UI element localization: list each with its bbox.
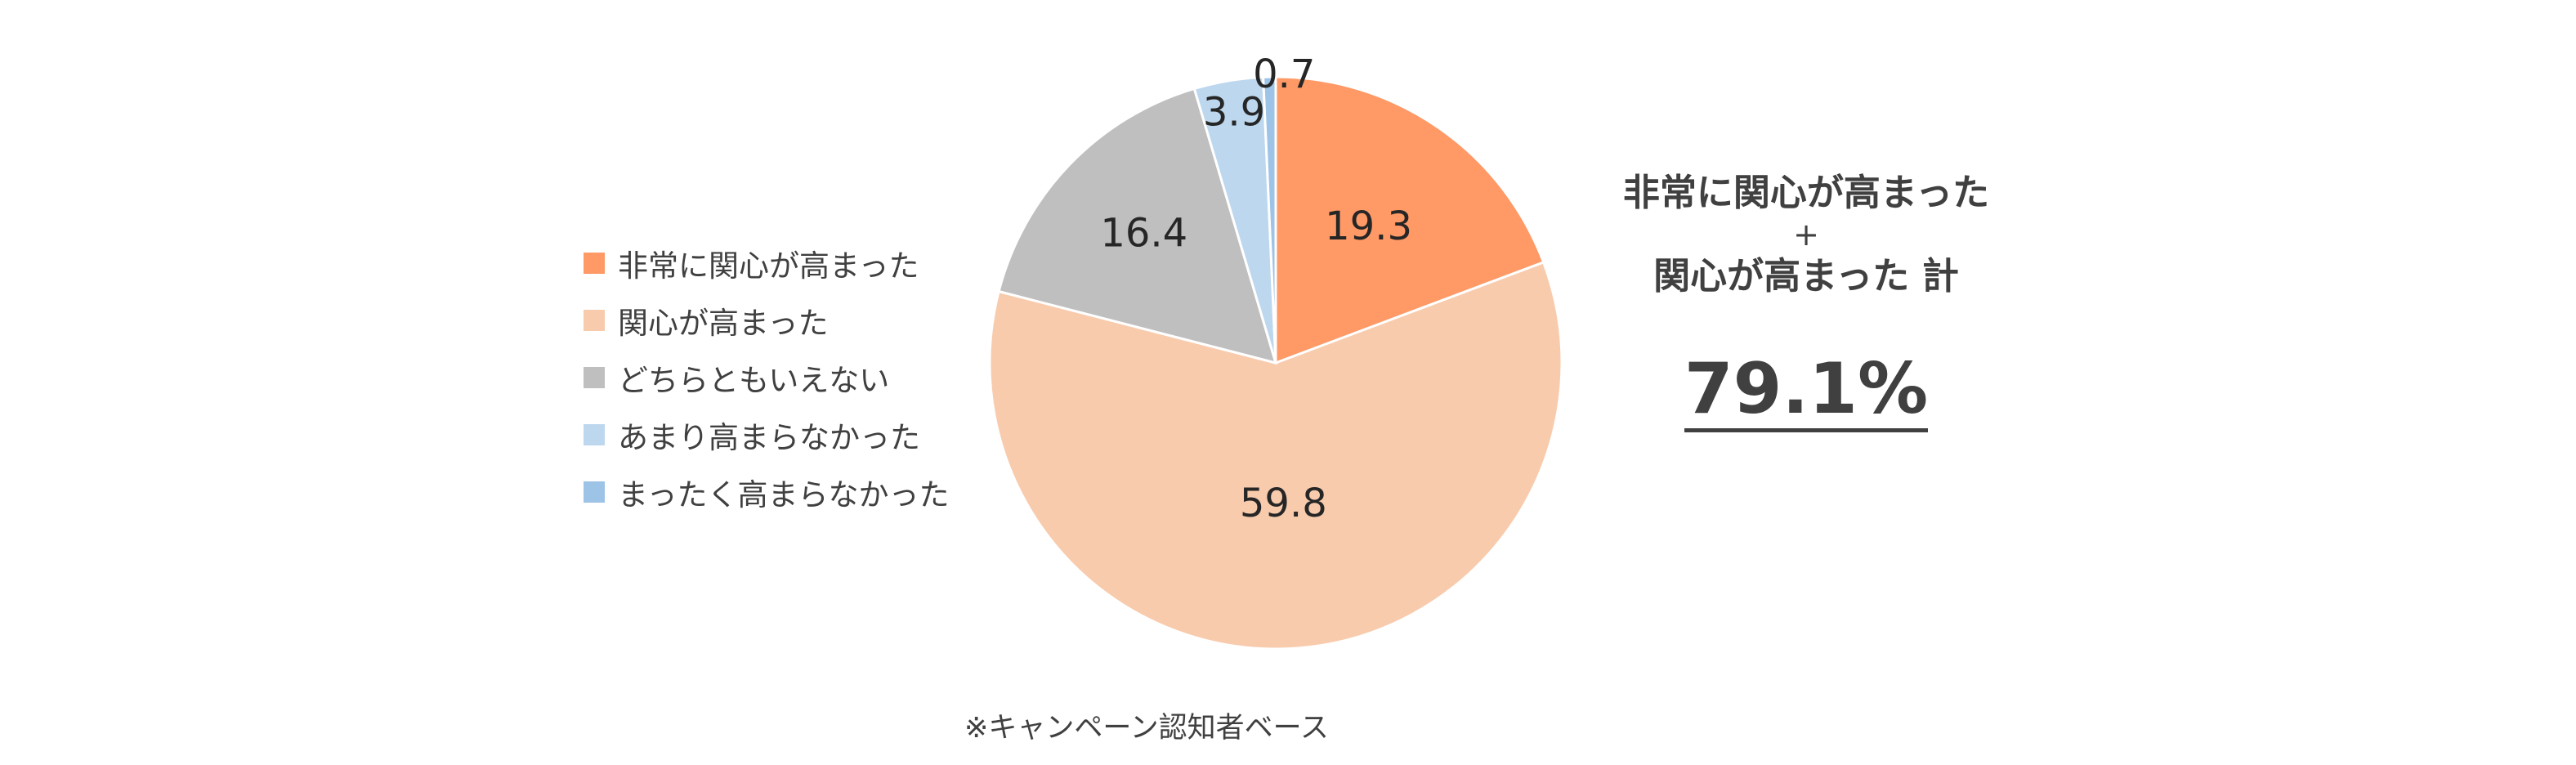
slice-interested bbox=[988, 260, 1563, 651]
legend-label: 関心が高まった bbox=[618, 306, 829, 341]
legend-label: どちらともいえない bbox=[618, 363, 890, 398]
slice-value-label: 16.4 bbox=[1100, 210, 1187, 256]
slice-neutral bbox=[997, 87, 1278, 365]
legend-item-very-interested: 非常に関心が高まった bbox=[584, 235, 1025, 292]
footnote: ※キャンペーン認知者ベース bbox=[964, 712, 1329, 745]
legend-swatch bbox=[584, 367, 605, 388]
summary-box: 非常に関心が高まった + 関心が高まった 計 79.1% bbox=[1577, 170, 2035, 432]
legend-swatch bbox=[584, 481, 605, 503]
pie-slices bbox=[988, 75, 1563, 651]
slice-very-interested bbox=[1274, 75, 1545, 365]
slice-not-at-all bbox=[1262, 75, 1277, 364]
slice-value-label: 59.8 bbox=[1240, 481, 1327, 526]
legend-item-not-much: あまり高まらなかった bbox=[584, 406, 1025, 463]
legend: 非常に関心が高まった 関心が高まった どちらともいえない あまり高まらなかった … bbox=[584, 235, 1025, 521]
legend-label: まったく高まらなかった bbox=[618, 477, 950, 512]
legend-swatch bbox=[584, 253, 605, 274]
legend-label: あまり高まらなかった bbox=[618, 420, 920, 455]
summary-line-2: 関心が高まった 計 bbox=[1653, 254, 1959, 298]
legend-label: 非常に関心が高まった bbox=[618, 248, 919, 284]
summary-plus: + bbox=[1793, 217, 1819, 253]
legend-item-interested: 関心が高まった bbox=[584, 292, 1025, 349]
slice-value-label: 0.7 bbox=[1253, 51, 1315, 97]
summary-total: 79.1% bbox=[1684, 350, 1929, 432]
slice-value-label: 19.3 bbox=[1325, 204, 1412, 249]
summary-line-1: 非常に関心が高まった bbox=[1622, 171, 1990, 214]
pie-value-labels: 19.3 59.8 16.4 3.90.7 bbox=[1100, 51, 1412, 526]
legend-swatch bbox=[584, 424, 605, 445]
legend-item-not-at-all: まったく高まらなかった bbox=[584, 463, 1025, 521]
legend-item-neutral: どちらともいえない bbox=[584, 349, 1025, 406]
slice-value-label: 3.9 bbox=[1203, 89, 1265, 135]
legend-swatch bbox=[584, 310, 605, 331]
